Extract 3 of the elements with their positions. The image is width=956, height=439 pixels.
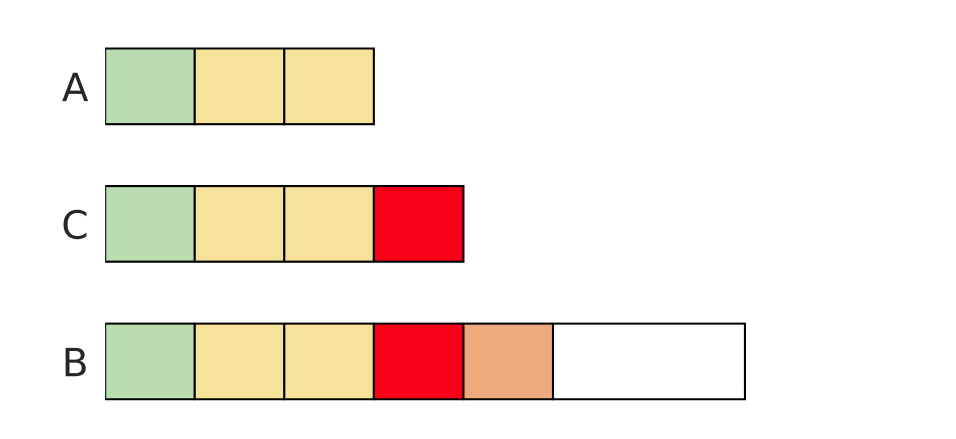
y-tick-label: A — [62, 72, 88, 102]
y-tick-label: C — [64, 210, 86, 240]
y-tick-label: B — [66, 348, 86, 376]
